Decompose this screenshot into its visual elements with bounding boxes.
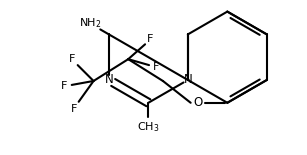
Text: F: F (147, 34, 153, 44)
Text: NH$_2$: NH$_2$ (79, 17, 101, 30)
Text: CH$_3$: CH$_3$ (137, 121, 160, 134)
Text: O: O (193, 96, 202, 109)
Text: F: F (68, 54, 75, 64)
Text: F: F (60, 81, 67, 91)
Text: F: F (153, 62, 159, 72)
Text: N: N (184, 73, 192, 86)
Text: F: F (71, 104, 77, 114)
Text: N: N (104, 73, 113, 86)
